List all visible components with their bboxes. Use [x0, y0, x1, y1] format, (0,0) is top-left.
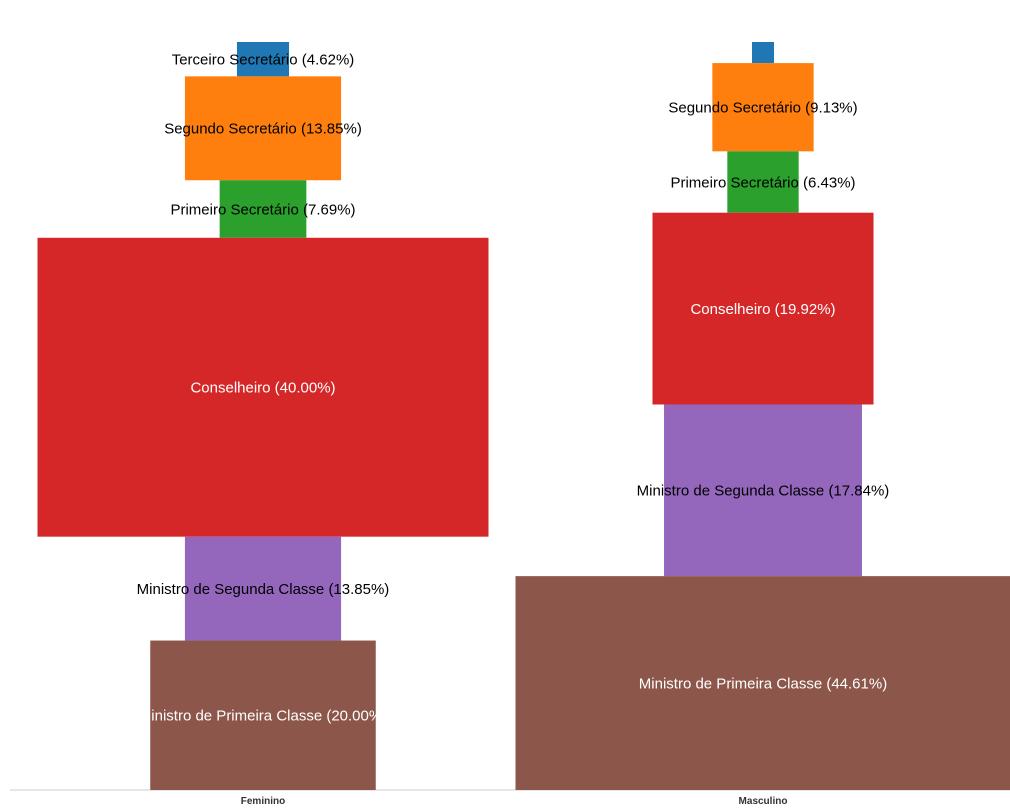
panel-feminino: Terceiro Secretário (4.62%) Segundo Secre… [38, 42, 489, 790]
bar-label: Ministro de Segunda Classe (13.85%) [137, 581, 390, 598]
bar-label: Primeiro Secretário (7.69%) [170, 201, 355, 218]
bar-label: Conselheiro (19.92%) [690, 301, 835, 318]
bar-label: Segundo Secretário (9.13%) [668, 99, 857, 116]
x-tick-label: Masculino [739, 796, 788, 806]
bar-label: Primeiro Secretário (6.43%) [670, 174, 855, 191]
bar-label: Ministro de Segunda Classe (17.84%) [637, 483, 890, 500]
bar-label: Ministro de Primeira Classe (20.00%) [139, 708, 387, 725]
bar-masculino-1 [752, 42, 774, 63]
x-tick-label: Feminino [241, 796, 285, 806]
bar-label: Segundo Secretário (13.85%) [164, 121, 362, 138]
bar-label: Conselheiro (40.00%) [190, 379, 335, 396]
bar-label: Ministro de Primeira Classe (44.61%) [639, 675, 887, 692]
bar-label: Terceiro Secretário (4.62%) [172, 51, 355, 68]
panel-masculino: Segundo Secretário (9.13%) Primeiro Secre… [516, 42, 1010, 790]
